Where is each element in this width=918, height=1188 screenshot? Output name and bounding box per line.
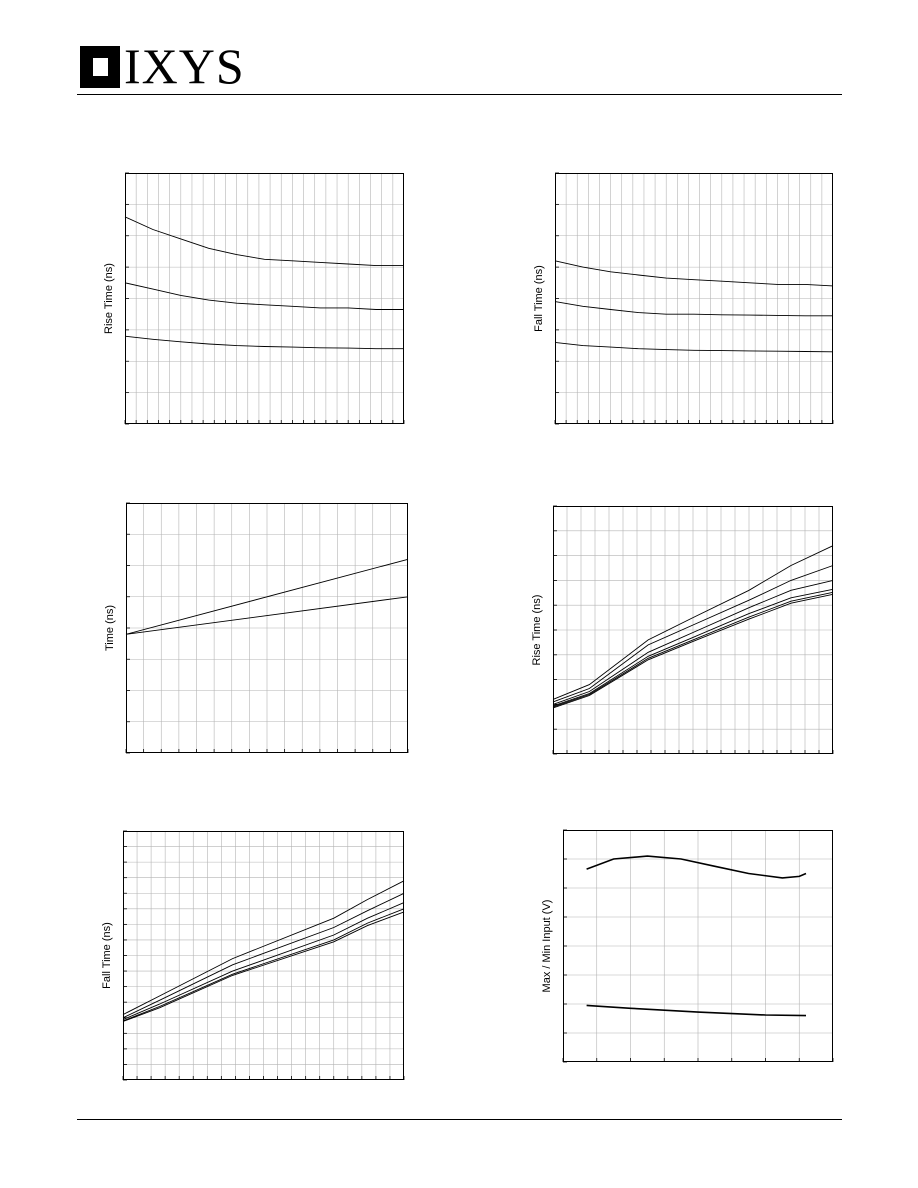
y-axis-label: Fall Time (ns) [101,922,113,989]
plot-frame [125,173,404,424]
series-line-4 [122,908,405,1022]
series-line-3 [554,341,834,353]
series-line-2 [125,596,409,635]
grid [563,830,833,1062]
series-line-3 [122,902,405,1021]
plot-frame [123,831,404,1080]
series-line-1 [552,545,834,700]
series-line-1 [124,216,404,267]
series-line-6 [552,593,834,709]
chart-max-min-input: Max / Min Input (V) [541,829,834,1063]
y-axis-label: Fall Time (ns) [533,265,545,332]
series-line-5 [122,911,405,1022]
plot-frame [553,506,833,754]
series-line-3 [552,579,834,705]
grid [555,173,833,424]
brand-name: IXYS [124,38,245,94]
series-line-3 [124,335,404,350]
y-axis-label: Rise Time (ns) [531,595,543,666]
series-line-5 [552,591,834,708]
series-line-2 [552,565,834,703]
series-line-4 [552,588,834,707]
plot-frame [563,830,833,1062]
grid [125,173,404,424]
series-line-1 [554,260,834,287]
series-line-1 [125,558,409,635]
grid [553,506,833,754]
grid [126,503,408,753]
chart-rise-time-top: Rise Time (ns) [103,172,405,425]
chart-time-mid: Time (ns) [104,502,409,754]
y-axis-label: Rise Time (ns) [103,263,115,334]
grid [123,831,404,1080]
y-axis-label: Max / Min Input (V) [541,900,553,993]
footer-rule [77,1119,842,1120]
header-rule [77,94,842,95]
chart-rise-time-mid: Rise Time (ns) [531,505,834,755]
series-line-1 [586,855,807,879]
series-line-1 [122,880,405,1016]
series-line-2 [122,892,405,1019]
chart-fall-time-bottom: Fall Time (ns) [101,830,405,1081]
plot-frame [555,173,833,424]
chart-fall-time-top: Fall Time (ns) [533,172,834,425]
ixys-logo-mark [80,46,120,88]
series-line-2 [554,301,833,317]
series-line-2 [586,1004,807,1017]
y-axis-label: Time (ns) [104,605,116,651]
plot-frame [126,503,408,753]
series-line-2 [124,282,404,310]
